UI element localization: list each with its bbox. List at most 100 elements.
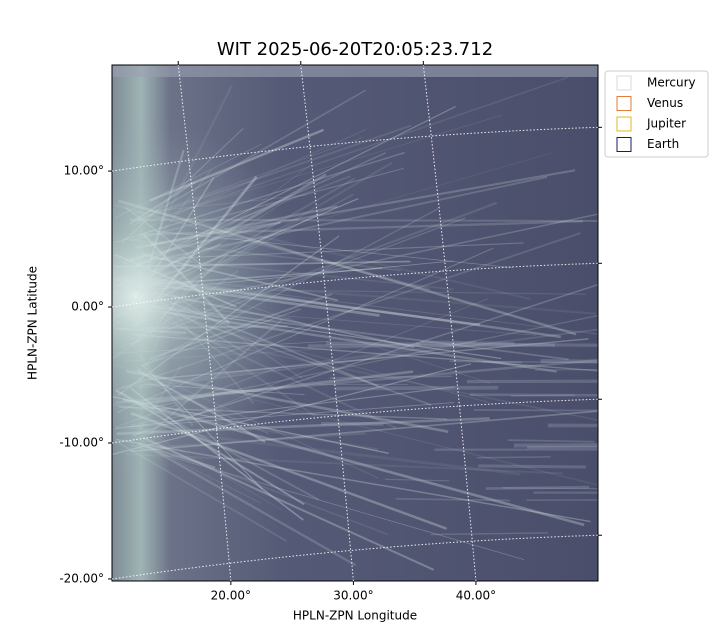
streak <box>141 439 389 536</box>
streak <box>133 364 183 439</box>
streak <box>137 443 216 469</box>
streak <box>116 232 581 391</box>
streak <box>335 385 499 391</box>
legend-entries: Mercury Venus Jupiter Earth <box>616 75 696 152</box>
legend-label: Jupiter <box>646 117 686 131</box>
grid-line <box>422 64 477 582</box>
streak <box>139 220 584 236</box>
streak <box>150 76 569 223</box>
streak <box>430 532 548 536</box>
streak <box>142 137 363 218</box>
streak <box>138 353 194 427</box>
streak <box>112 260 454 294</box>
streak <box>482 361 598 364</box>
streak <box>507 439 595 443</box>
streak <box>143 198 359 290</box>
streak <box>116 279 379 387</box>
streak <box>146 149 185 270</box>
streak <box>129 297 432 406</box>
streak <box>420 340 515 345</box>
streak <box>138 425 283 511</box>
streak <box>133 175 258 328</box>
streak <box>131 194 307 214</box>
streak <box>115 366 280 428</box>
streak <box>476 456 551 459</box>
grid-line <box>111 534 599 580</box>
streak <box>121 128 244 244</box>
streak <box>130 402 455 428</box>
streak <box>115 169 212 292</box>
streak <box>139 328 598 389</box>
streak <box>129 181 196 225</box>
streak <box>127 425 521 476</box>
streak <box>136 89 367 224</box>
streak <box>114 440 287 542</box>
legend-swatch <box>616 116 632 132</box>
streak <box>134 255 454 291</box>
streak <box>122 398 585 527</box>
streak <box>143 436 435 571</box>
streak <box>130 193 354 316</box>
grid-line <box>177 64 232 582</box>
streak <box>117 202 531 300</box>
streak <box>527 445 598 449</box>
image <box>112 65 598 581</box>
streak <box>122 173 327 293</box>
streak <box>144 205 338 248</box>
streak <box>149 85 233 247</box>
streak <box>143 383 305 396</box>
streak <box>117 283 415 349</box>
streak <box>147 128 367 228</box>
streak <box>124 206 202 266</box>
streak <box>112 403 379 451</box>
streak <box>112 395 389 454</box>
streak <box>115 327 187 334</box>
grid-line <box>111 126 599 172</box>
streak <box>150 293 333 360</box>
streak <box>469 393 598 397</box>
streak <box>395 498 511 502</box>
streak <box>123 341 434 362</box>
legend <box>604 70 709 158</box>
streak <box>535 369 598 371</box>
streak <box>112 161 393 328</box>
legend-swatch <box>616 96 632 111</box>
streak <box>141 370 414 405</box>
streak <box>149 285 190 335</box>
chart-title: WIT 2025-06-20T20:05:23.712 <box>217 39 493 60</box>
streak <box>120 217 466 348</box>
streak <box>112 247 314 383</box>
streak <box>121 152 552 278</box>
streak <box>121 237 401 272</box>
axes-frame <box>111 64 599 582</box>
streak <box>115 253 237 308</box>
streak <box>148 338 589 381</box>
streak <box>140 266 187 284</box>
streak <box>112 363 471 455</box>
streak <box>130 298 489 442</box>
streak <box>129 219 300 316</box>
streak <box>307 343 556 348</box>
streak <box>114 204 431 291</box>
streak <box>149 128 325 202</box>
streak <box>113 295 397 430</box>
streak <box>143 272 491 384</box>
streak <box>115 358 598 404</box>
streak <box>130 167 404 242</box>
streak <box>150 319 283 434</box>
streak <box>117 247 494 413</box>
streak <box>120 391 320 501</box>
streak <box>136 295 316 417</box>
streak <box>142 253 338 302</box>
streak <box>148 317 292 339</box>
streak <box>139 236 269 245</box>
streak <box>116 243 222 286</box>
streak <box>142 364 263 490</box>
streak <box>127 105 456 271</box>
legend-label: Venus <box>647 96 683 110</box>
streak <box>135 287 586 295</box>
streak <box>130 408 224 426</box>
streak <box>130 333 598 372</box>
x-tick-label: 30.00° <box>333 589 373 603</box>
y-tick-label: 0.00° <box>71 300 104 314</box>
